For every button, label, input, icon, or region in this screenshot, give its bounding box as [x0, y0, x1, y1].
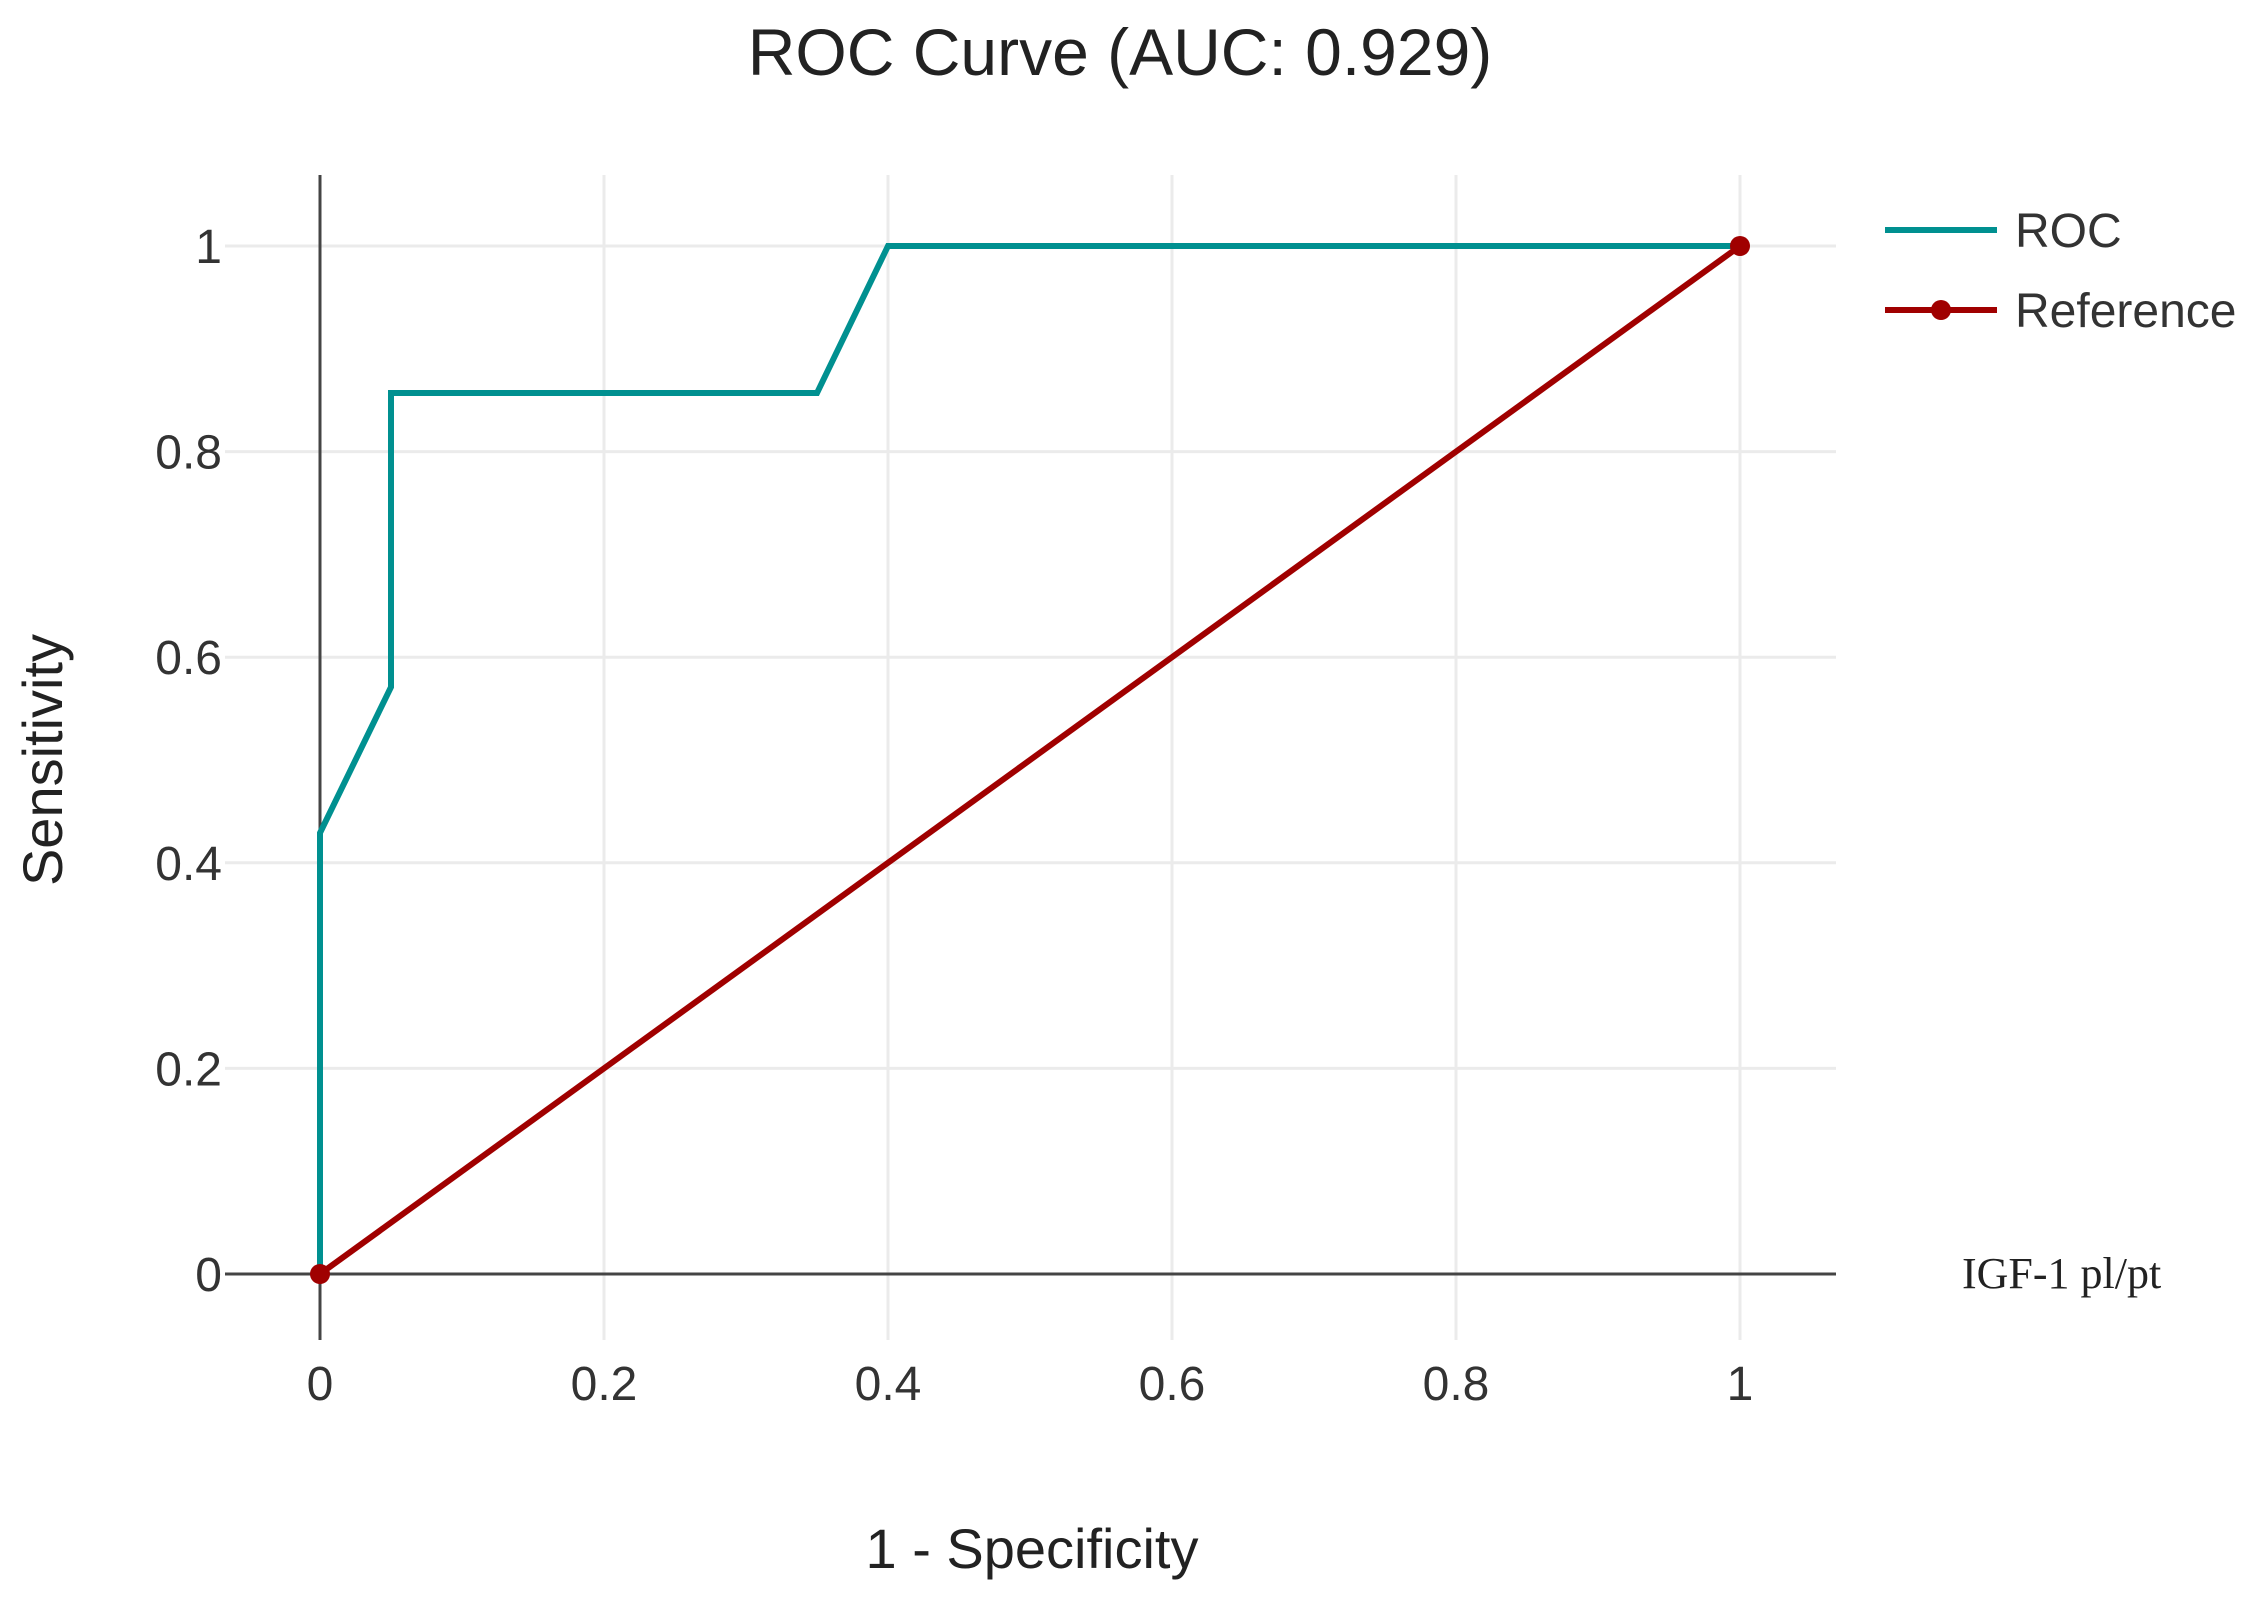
x-tick-label: 0.2	[571, 1358, 638, 1411]
reference-marker	[310, 1264, 330, 1284]
y-axis-label: Sensitivity	[11, 634, 74, 886]
x-tick-label: 0	[307, 1358, 334, 1411]
reference-marker	[1730, 236, 1750, 256]
chart-title: ROC Curve (AUC: 0.929)	[748, 15, 1493, 89]
x-tick-label: 0.8	[1423, 1358, 1490, 1411]
y-tick-label: 0.8	[155, 427, 222, 480]
x-tick-label: 0.6	[1139, 1358, 1206, 1411]
x-axis-label: 1 - Specificity	[866, 1517, 1199, 1580]
reference-line	[318, 243, 1742, 1277]
tick-labels: 0 0.2 0.4 0.6 0.8 1 0 0.2 0.4 0.6 0.8 1	[155, 221, 1753, 1411]
legend[interactable]: ROC Reference	[1885, 205, 2236, 338]
data-series	[310, 236, 1750, 1284]
legend-item-roc[interactable]: ROC	[1885, 205, 2122, 258]
legend-item-reference[interactable]: Reference	[1885, 285, 2236, 338]
y-tick-label: 1	[195, 221, 222, 274]
x-tick-label: 0.4	[855, 1358, 922, 1411]
legend-label-roc: ROC	[2015, 205, 2122, 258]
y-tick-label: 0.4	[155, 838, 222, 891]
y-tick-label: 0	[195, 1249, 222, 1302]
y-tick-label: 0.2	[155, 1043, 222, 1096]
series-annotation: IGF-1 pl/pt	[1962, 1249, 2161, 1298]
legend-marker-reference	[1931, 300, 1951, 320]
x-tick-label: 1	[1727, 1358, 1754, 1411]
y-tick-label: 0.6	[155, 632, 222, 685]
roc-line	[317, 243, 1740, 1274]
legend-label-reference: Reference	[2015, 285, 2236, 338]
